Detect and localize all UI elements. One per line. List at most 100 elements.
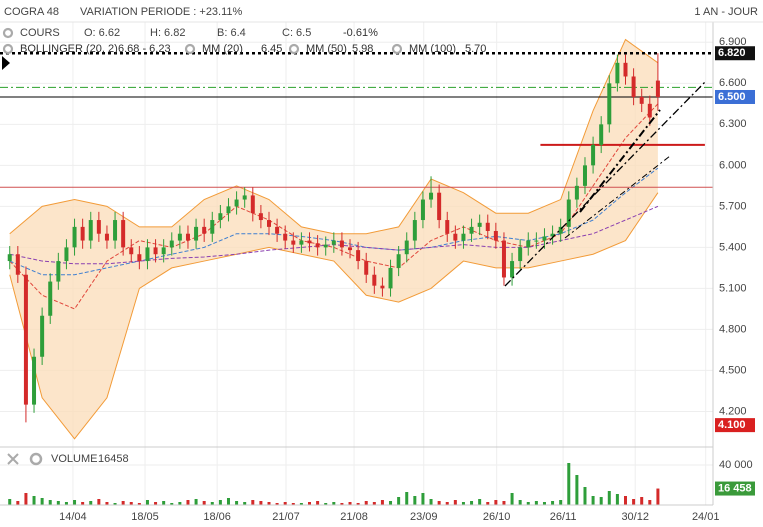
candle-body (582, 165, 587, 186)
volume-bar (445, 502, 449, 505)
moving-average (9, 103, 659, 310)
candle-body (331, 240, 336, 245)
volume-bar (599, 497, 603, 505)
candle-body (185, 233, 190, 241)
settings-icon[interactable] (29, 452, 43, 466)
volume-bar (405, 492, 409, 505)
volume-bar (40, 498, 44, 505)
volume-bar (567, 463, 571, 505)
volume-bar (121, 501, 125, 505)
candle-body (356, 250, 361, 262)
candle-body (242, 195, 247, 200)
candle-body (372, 274, 377, 286)
legend-change: -0.61% (343, 27, 378, 39)
legend-value: O: 6.62 (84, 27, 120, 39)
volume-bar (656, 488, 660, 505)
candle-body (647, 103, 652, 118)
volume-bar (56, 501, 60, 505)
volume-bar (154, 502, 158, 505)
x-tick-label: 14/04 (59, 511, 87, 523)
legend-value: 5.98 (352, 43, 373, 55)
candle-body (339, 240, 344, 248)
y-tick-label: 5.700 (719, 200, 747, 212)
candle-body (161, 247, 166, 255)
candle-body (275, 226, 280, 234)
volume-bar (48, 500, 52, 505)
x-tick-label: 26/11 (550, 511, 577, 523)
legend-name: BOLLINGER (20, 2) (20, 43, 118, 55)
candle-body (404, 240, 409, 255)
volume-bar (461, 502, 465, 505)
volume-bar (575, 475, 579, 505)
candle-body (599, 124, 604, 145)
candle-body (7, 254, 12, 262)
candle-body (64, 247, 69, 262)
candle-body (493, 230, 498, 241)
legend-value: B: 6.4 (217, 27, 246, 39)
volume-bar (615, 494, 619, 505)
y-tick-label: 5.400 (719, 241, 747, 253)
settings-icon[interactable] (184, 43, 196, 55)
legend-value: 6.45 (261, 43, 282, 55)
volume-bar (129, 502, 133, 505)
volume-bar (137, 503, 141, 505)
candle-body (542, 236, 547, 241)
legend-value: 5.70 (465, 43, 486, 55)
settings-icon[interactable] (2, 43, 14, 55)
volume-bar (113, 503, 117, 505)
volume-bar (308, 502, 312, 505)
candle-body (32, 356, 37, 405)
y-tick-label: 6.900 (719, 36, 747, 48)
candle-body (153, 247, 158, 255)
y-tick-label: 4.200 (719, 405, 747, 417)
volume-bar (348, 502, 352, 505)
volume-value: 16458 (98, 453, 129, 465)
trend-line (579, 109, 661, 213)
volume-bar (623, 496, 627, 505)
candle-body (137, 254, 142, 262)
candle-body (526, 240, 531, 248)
legend-value: H: 6.82 (150, 27, 185, 39)
candle-body (623, 62, 628, 77)
candle-body (501, 240, 506, 278)
candle-body (510, 261, 515, 278)
volume-bar (648, 500, 652, 505)
volume-bar (559, 500, 563, 505)
close-icon[interactable] (7, 453, 19, 465)
candle-body (566, 199, 571, 227)
volume-bar (73, 500, 77, 505)
y-tick-label: 40 000 (719, 459, 753, 471)
settings-icon[interactable] (2, 27, 14, 39)
candle-body (323, 244, 328, 248)
plot (0, 38, 713, 505)
y-tick-label: 6.600 (719, 77, 747, 89)
volume-bar (218, 500, 222, 505)
candle-body (429, 192, 434, 200)
x-tick-label: 18/06 (203, 511, 231, 523)
candle-body (129, 247, 134, 255)
volume-bar (275, 503, 279, 505)
candle-body (534, 240, 539, 242)
trend-line (564, 155, 671, 239)
candle-body (550, 233, 555, 237)
volume-label: VOLUME (51, 453, 97, 465)
period: 1 AN - JOUR (694, 6, 758, 18)
candle-body (234, 199, 239, 207)
volume-bar (316, 501, 320, 505)
candle-body (558, 226, 563, 234)
volume-bar (64, 502, 68, 505)
volume-bar (632, 499, 636, 505)
x-tick-label: 30/12 (621, 511, 649, 523)
settings-icon[interactable] (391, 43, 403, 55)
candle-body (72, 226, 77, 248)
price-badge: 4.100 (715, 418, 755, 433)
volume-bar (235, 501, 239, 505)
settings-icon[interactable] (288, 43, 300, 55)
candle-body (307, 240, 312, 244)
volume-bar (81, 502, 85, 505)
volume-bar (186, 500, 190, 505)
volume-bar (518, 500, 522, 505)
volume-bar (243, 502, 247, 505)
volume-bar (640, 497, 644, 505)
